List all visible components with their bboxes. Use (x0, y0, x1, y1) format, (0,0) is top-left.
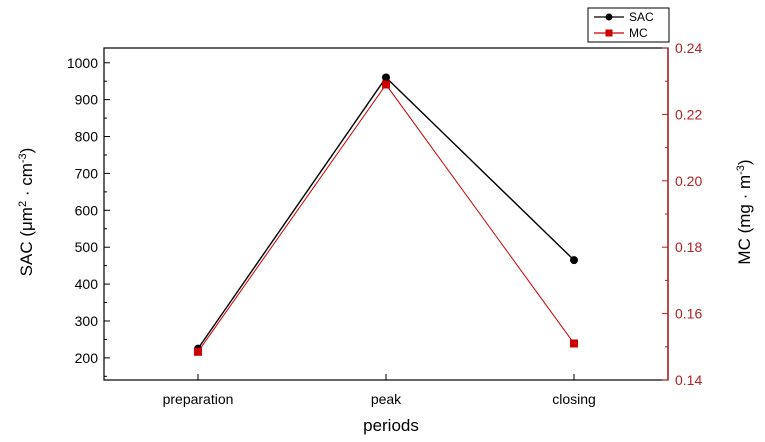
right-axis-ticks: 0.14 0.16 0.18 0.20 0.22 0.24 (662, 40, 702, 388)
point-mc (570, 339, 578, 348)
legend-box (587, 7, 670, 43)
x-axis-ticks: preparation peak closing (163, 374, 596, 407)
legend-label-mc: MC (629, 26, 648, 40)
right-tick-label: 0.22 (675, 106, 702, 122)
x-tick-label: peak (371, 391, 402, 407)
right-axis-title: MC (mg · m-3) (735, 159, 754, 264)
point-mc (194, 347, 202, 356)
left-tick-label: 1000 (67, 55, 98, 71)
right-tick-label: 0.18 (675, 239, 702, 255)
point-mc (382, 80, 390, 89)
right-tick-label: 0.16 (675, 306, 702, 322)
left-tick-label: 500 (75, 239, 99, 255)
left-axis-ticks: 200 300 400 500 600 700 800 900 1000 (67, 55, 110, 377)
plot-frame (103, 47, 669, 381)
x-tick-label: closing (552, 391, 596, 407)
left-tick-label: 900 (75, 92, 99, 108)
series-line-sac (197, 76, 575, 350)
left-tick-label: 400 (75, 276, 99, 292)
series-layer (194, 73, 578, 356)
legend-marker-sac (605, 13, 613, 21)
right-tick-label: 0.20 (675, 173, 702, 189)
x-axis-title: periods (363, 416, 419, 435)
legend-marker-mc (605, 29, 613, 37)
series-line-mc (197, 83, 575, 353)
left-tick-label: 800 (75, 129, 99, 145)
left-axis-title: SAC (μm2 · cm-3) (17, 148, 36, 277)
plot-area (103, 47, 669, 381)
legend-label-sac: SAC (629, 10, 654, 24)
point-sac (570, 256, 578, 265)
left-tick-label: 200 (75, 350, 99, 366)
point-sac (382, 73, 390, 82)
left-tick-label: 600 (75, 202, 99, 218)
right-tick-label: 0.14 (675, 372, 702, 388)
legend: SAC MC (587, 7, 670, 43)
left-tick-label: 700 (75, 165, 99, 181)
x-tick-label: preparation (163, 391, 234, 407)
left-tick-label: 300 (75, 313, 99, 329)
right-tick-label: 0.24 (675, 40, 702, 56)
